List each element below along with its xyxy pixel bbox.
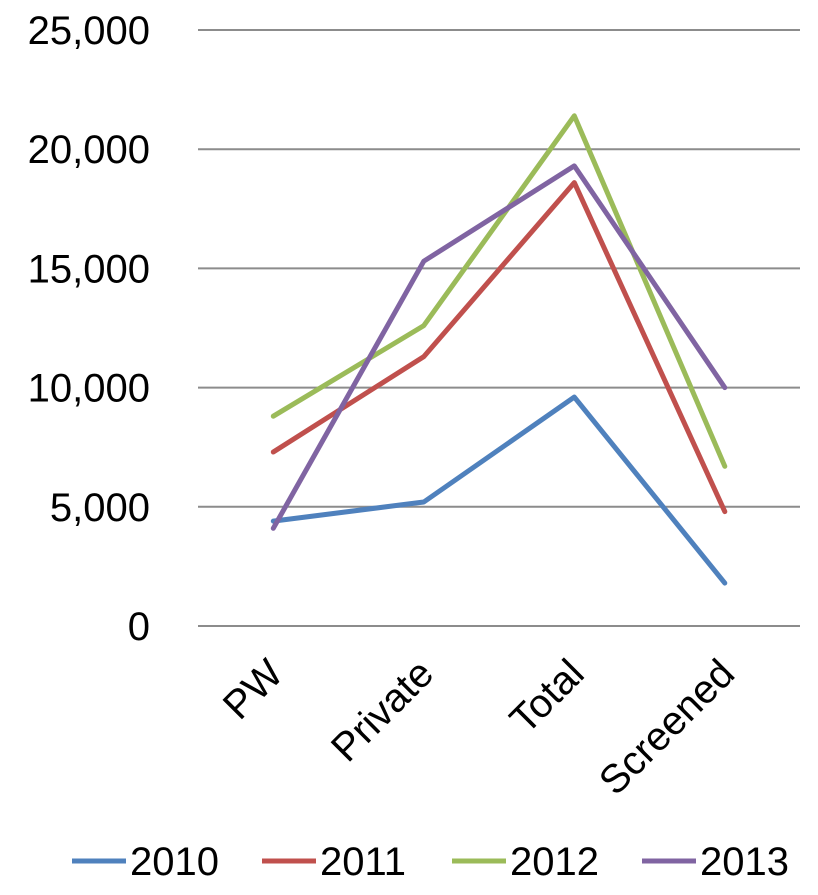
x-tick-label: Total xyxy=(502,651,593,742)
x-tick-label: Screened xyxy=(591,651,743,803)
legend-label: 2013 xyxy=(700,840,789,884)
legend-label: 2011 xyxy=(320,840,406,884)
x-tick-label: Private xyxy=(323,651,442,770)
series-lines xyxy=(270,113,728,586)
legend-label: 2012 xyxy=(510,840,599,884)
series-line-2011 xyxy=(270,180,728,515)
series-line-2013 xyxy=(270,163,728,531)
y-tick-label: 20,000 xyxy=(28,128,150,172)
series-line-2010 xyxy=(270,394,728,586)
series-line-2012 xyxy=(270,113,728,469)
x-tick-label: PW xyxy=(215,651,292,728)
y-tick-label: 15,000 xyxy=(28,247,150,291)
y-tick-label: 0 xyxy=(128,605,150,649)
legend-label: 2010 xyxy=(130,840,219,884)
y-axis-labels: 0 5,000 10,000 15,000 20,000 25,000 xyxy=(28,9,150,649)
gridlines xyxy=(198,29,800,627)
y-tick-label: 5,000 xyxy=(50,486,150,530)
y-tick-label: 25,000 xyxy=(28,9,150,53)
y-tick-label: 10,000 xyxy=(28,367,150,411)
legend: 2010 2011 2012 2013 xyxy=(72,840,789,884)
